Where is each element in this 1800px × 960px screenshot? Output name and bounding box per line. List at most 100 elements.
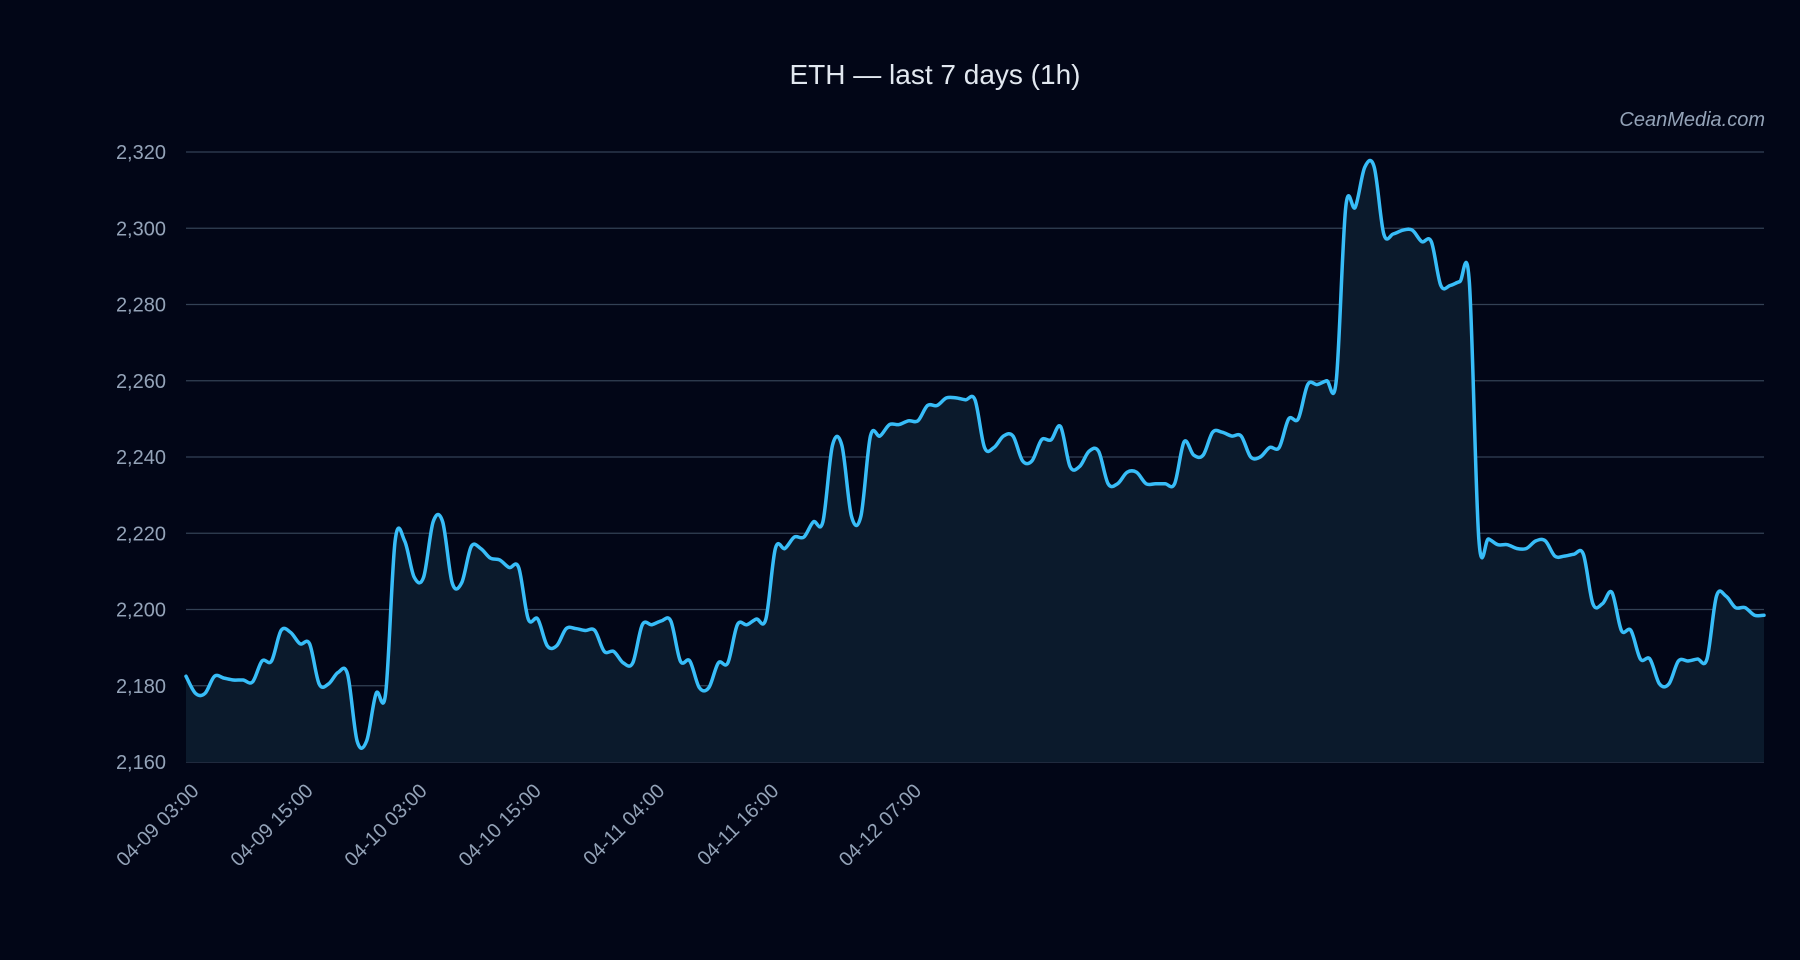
- data-point: [1429, 240, 1433, 244]
- data-point: [1515, 547, 1519, 551]
- data-point: [1382, 232, 1386, 236]
- data-point: [859, 514, 863, 518]
- data-point: [1106, 482, 1110, 486]
- data-point: [1011, 434, 1015, 438]
- data-point: [935, 404, 939, 408]
- data-point: [1049, 438, 1053, 442]
- data-point: [811, 520, 815, 524]
- data-point: [716, 661, 720, 665]
- data-point: [963, 398, 967, 402]
- data-point: [1078, 465, 1082, 469]
- data-point: [479, 547, 483, 551]
- data-point: [773, 547, 777, 551]
- data-point: [1287, 417, 1291, 421]
- y-tick-label: 2,280: [116, 295, 166, 317]
- data-point: [678, 659, 682, 663]
- data-point: [1629, 628, 1633, 632]
- data-point: [1021, 459, 1025, 463]
- data-point: [925, 404, 929, 408]
- data-point: [887, 423, 891, 427]
- data-point: [431, 520, 435, 524]
- data-point: [488, 556, 492, 560]
- data-point: [1524, 547, 1528, 551]
- y-axis-ticks: 2,160 2,180 2,200 2,220 2,240 2,260 2,280 2,300…: [116, 142, 166, 774]
- data-point: [393, 539, 397, 543]
- data-point: [1467, 280, 1471, 284]
- data-point: [602, 649, 606, 653]
- data-point: [517, 566, 521, 570]
- data-point: [1695, 657, 1699, 661]
- data-point: [1448, 283, 1452, 287]
- price-area-fill: [186, 160, 1764, 763]
- data-point: [1562, 554, 1566, 558]
- data-point: [868, 434, 872, 438]
- data-point: [1211, 430, 1215, 434]
- data-point: [1277, 445, 1281, 449]
- data-point: [983, 445, 987, 449]
- data-point: [450, 581, 454, 585]
- data-point: [1002, 434, 1006, 438]
- data-point: [802, 535, 806, 539]
- data-point: [1163, 482, 1167, 486]
- data-point: [944, 396, 948, 400]
- data-point: [251, 680, 255, 684]
- data-point: [441, 520, 445, 524]
- data-point: [640, 623, 644, 627]
- data-point: [564, 627, 568, 631]
- data-point: [1762, 613, 1766, 617]
- data-point: [317, 682, 321, 686]
- data-point: [1173, 482, 1177, 486]
- data-point: [821, 520, 825, 524]
- data-point: [203, 691, 207, 695]
- data-point: [849, 514, 853, 518]
- data-point: [1638, 657, 1642, 661]
- data-point: [365, 739, 369, 743]
- data-point: [707, 686, 711, 690]
- data-point: [1296, 417, 1300, 421]
- data-point: [545, 644, 549, 648]
- y-tick-label: 2,320: [116, 142, 166, 164]
- data-point: [1125, 470, 1129, 474]
- data-point: [735, 623, 739, 627]
- data-point: [213, 674, 217, 678]
- data-point: [659, 619, 663, 623]
- data-point: [498, 558, 502, 562]
- data-point: [1581, 552, 1585, 556]
- data-point: [1496, 543, 1500, 547]
- data-point: [1059, 425, 1063, 429]
- data-point: [1220, 430, 1224, 434]
- data-point: [1353, 205, 1357, 209]
- data-point: [298, 642, 302, 646]
- data-point: [184, 674, 188, 678]
- data-point: [1600, 602, 1604, 606]
- data-point: [1030, 459, 1034, 463]
- data-point: [878, 434, 882, 438]
- data-point: [526, 617, 530, 621]
- data-point: [507, 566, 511, 570]
- data-point: [621, 661, 625, 665]
- price-line: [184, 158, 1766, 750]
- data-point: [1097, 449, 1101, 453]
- data-point: [1648, 657, 1652, 661]
- data-point: [612, 649, 616, 653]
- y-tick-label: 2,260: [116, 371, 166, 393]
- data-point: [1363, 165, 1367, 169]
- data-point: [289, 630, 293, 634]
- data-point: [1334, 379, 1338, 383]
- data-point: [1268, 445, 1272, 449]
- data-point: [1591, 602, 1595, 606]
- data-point: [1182, 440, 1186, 444]
- data-point: [1486, 537, 1490, 541]
- y-tick-label: 2,240: [116, 447, 166, 469]
- data-point: [1249, 455, 1253, 459]
- data-point: [1192, 453, 1196, 457]
- data-point: [745, 623, 749, 627]
- data-point: [241, 678, 245, 682]
- data-point: [688, 659, 692, 663]
- data-point: [374, 691, 378, 695]
- data-point: [1458, 280, 1462, 284]
- data-point: [1610, 590, 1614, 594]
- data-point: [1743, 606, 1747, 610]
- data-point: [384, 691, 388, 695]
